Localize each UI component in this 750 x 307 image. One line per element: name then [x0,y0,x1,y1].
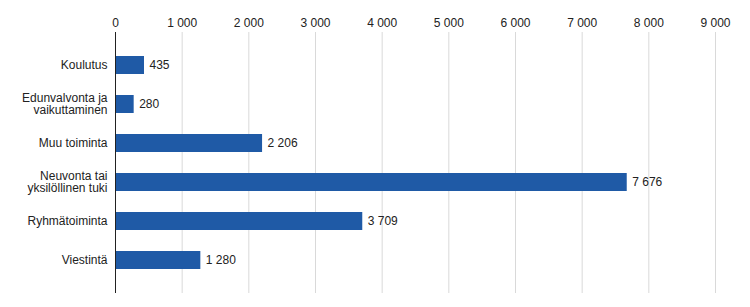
svg-text:280: 280 [139,97,159,111]
svg-text:3 709: 3 709 [368,214,398,228]
svg-text:Neuvonta taiyksilöllinen tuki: Neuvonta taiyksilöllinen tuki [27,169,107,195]
svg-text:0: 0 [112,16,119,30]
svg-text:6 000: 6 000 [500,16,530,30]
svg-text:8 000: 8 000 [634,16,664,30]
svg-text:1 000: 1 000 [167,16,197,30]
svg-text:2 000: 2 000 [234,16,264,30]
svg-text:5 000: 5 000 [434,16,464,30]
svg-text:2 206: 2 206 [268,136,298,150]
svg-text:9 000: 9 000 [700,16,730,30]
svg-text:7 000: 7 000 [567,16,597,30]
svg-text:435: 435 [150,58,170,72]
svg-text:Ryhmätoiminta: Ryhmätoiminta [27,214,107,228]
svg-text:Viestintä: Viestintä [62,253,108,267]
svg-text:3 000: 3 000 [300,16,330,30]
svg-text:Muu toiminta: Muu toiminta [39,136,108,150]
svg-text:7 676: 7 676 [632,175,662,189]
svg-text:1 280: 1 280 [206,253,236,267]
svg-text:4 000: 4 000 [367,16,397,30]
svg-text:Koulutus: Koulutus [61,58,108,72]
svg-text:Edunvalvonta javaikuttaminen: Edunvalvonta javaikuttaminen [22,91,108,117]
